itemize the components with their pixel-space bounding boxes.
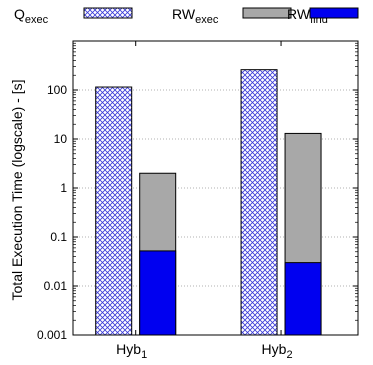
y-axis-label: Total Execution Time (logscale) - [s] [9, 80, 25, 301]
bar-q-exec [240, 69, 278, 336]
legend-label: RWexec [172, 6, 219, 26]
y-tick-label: 0.1 [50, 230, 67, 244]
bar-rw-find [284, 262, 322, 336]
x-tick-label: Hyb1 [116, 341, 147, 361]
y-tick-label: 0.01 [44, 279, 68, 293]
x-tick-label: Hyb2 [262, 341, 293, 361]
legend-swatch [83, 7, 133, 19]
legend-swatch [242, 7, 292, 19]
legend-label: Qexec [14, 6, 49, 26]
bar-q-exec [95, 86, 133, 336]
y-tick-label: 10 [54, 132, 68, 146]
y-tick-label: 1 [60, 181, 67, 195]
y-tick-label: 0.001 [37, 328, 67, 342]
bar-rw-find [139, 250, 177, 336]
axes: 0.001 0.01 0.1 1 10 100 Hyb1 Hyb2 [37, 40, 359, 361]
y-tick-label: 100 [47, 83, 67, 97]
bars [95, 69, 322, 336]
legend-swatch [309, 7, 359, 19]
legend: Qexec RWexec RWfind [14, 6, 359, 26]
plot-frame [72, 40, 359, 336]
